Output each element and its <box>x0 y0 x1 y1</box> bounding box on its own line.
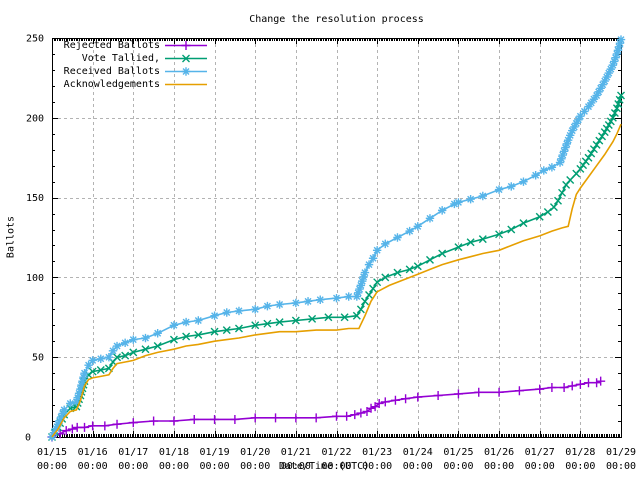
y-tick-label: 150 <box>26 193 44 204</box>
series-vote-tallied <box>48 91 625 441</box>
x-tick-label-time: 00:00 <box>443 461 473 472</box>
legend: Rejected Ballots Vote Tallied, Received … <box>52 39 209 91</box>
x-tick-label-time: 00:00 <box>78 461 108 472</box>
legend-sample-line-icon <box>165 41 207 50</box>
x-tick-label-time: 00:00 <box>281 461 311 472</box>
series-markers-received-ballots <box>47 35 626 442</box>
series-acknowledgements <box>51 123 622 438</box>
x-tick-label-date: 01/20 <box>240 447 270 458</box>
x-tick-label-time: 00:00 <box>321 461 351 472</box>
y-tick-label: 250 <box>26 34 44 45</box>
legend-item-received-ballots: Received Ballots <box>52 65 209 78</box>
series-line-vote-tallied <box>51 95 622 438</box>
x-tick-label-time: 00:00 <box>159 461 189 472</box>
legend-sample-line-icon <box>165 54 207 63</box>
legend-label: Acknowledgements <box>63 79 160 90</box>
y-ticks <box>52 38 621 438</box>
x-tick-label-date: 01/22 <box>321 447 351 458</box>
series-rejected-ballots <box>47 376 606 442</box>
y-tick-labels: 0 50 100 150 200 250 <box>25 34 44 444</box>
series-line-acknowledgements <box>51 123 622 438</box>
x-tick-label-date: 01/18 <box>159 447 189 458</box>
x-axis-label: Date/Time (UTC) <box>278 461 370 472</box>
series-received-ballots <box>47 35 626 442</box>
chart-title: Change the resolution process <box>249 14 424 25</box>
x-tick-label-time: 00:00 <box>403 461 433 472</box>
x-ticks <box>52 38 622 437</box>
legend-label: Rejected Ballots <box>63 40 160 51</box>
series-markers-rejected-ballots <box>47 376 606 442</box>
x-tick-labels: 01/15 00:00 01/16 00:00 01/17 00:00 01/18 00:00… <box>37 447 636 472</box>
grid-lines <box>52 38 621 437</box>
x-tick-label-date: 01/23 <box>362 447 392 458</box>
x-tick-label-time: 00:00 <box>565 461 595 472</box>
x-tick-label-time: 00:00 <box>362 461 392 472</box>
x-tick-label-date: 01/26 <box>484 447 514 458</box>
x-tick-label-time: 00:00 <box>118 461 148 472</box>
legend-item-vote-tallied: Vote Tallied, <box>52 52 209 65</box>
series-line-received-ballots <box>51 39 622 438</box>
legend-label: Received Ballots <box>63 66 160 77</box>
x-tick-label-date: 01/24 <box>403 447 433 458</box>
y-axis-label: Ballots <box>5 215 17 259</box>
x-tick-label-time: 00:00 <box>606 461 636 472</box>
series-markers-vote-tallied <box>48 91 625 441</box>
legend-sample-line-icon <box>165 83 207 86</box>
legend-label: Vote Tallied, <box>81 53 160 64</box>
legend-sample-line-icon <box>165 67 207 76</box>
x-tick-label-date: 01/28 <box>565 447 595 458</box>
series-line-rejected-ballots <box>51 380 601 438</box>
x-tick-label-date: 01/17 <box>118 447 148 458</box>
x-tick-label-time: 00:00 <box>240 461 270 472</box>
x-tick-label-date: 01/25 <box>443 447 473 458</box>
x-tick-label-time: 00:00 <box>37 461 67 472</box>
x-tick-label-date: 01/27 <box>525 447 555 458</box>
legend-item-acknowledgements: Acknowledgements <box>52 78 209 91</box>
x-tick-label-date: 01/15 <box>37 447 67 458</box>
x-tick-label-time: 00:00 <box>200 461 230 472</box>
y-tick-label: 50 <box>32 353 44 364</box>
legend-item-rejected-ballots: Rejected Ballots <box>52 39 209 52</box>
y-tick-label: 200 <box>26 113 44 124</box>
x-tick-label-time: 00:00 <box>484 461 514 472</box>
y-tick-label: 0 <box>25 433 31 444</box>
x-tick-label-time: 00:00 <box>525 461 555 472</box>
x-tick-label-date: 01/16 <box>78 447 108 458</box>
x-tick-label-date: 01/21 <box>281 447 311 458</box>
y-tick-label: 100 <box>26 273 44 284</box>
x-tick-label-date: 01/19 <box>200 447 230 458</box>
x-tick-label-date: 01/29 <box>606 447 636 458</box>
